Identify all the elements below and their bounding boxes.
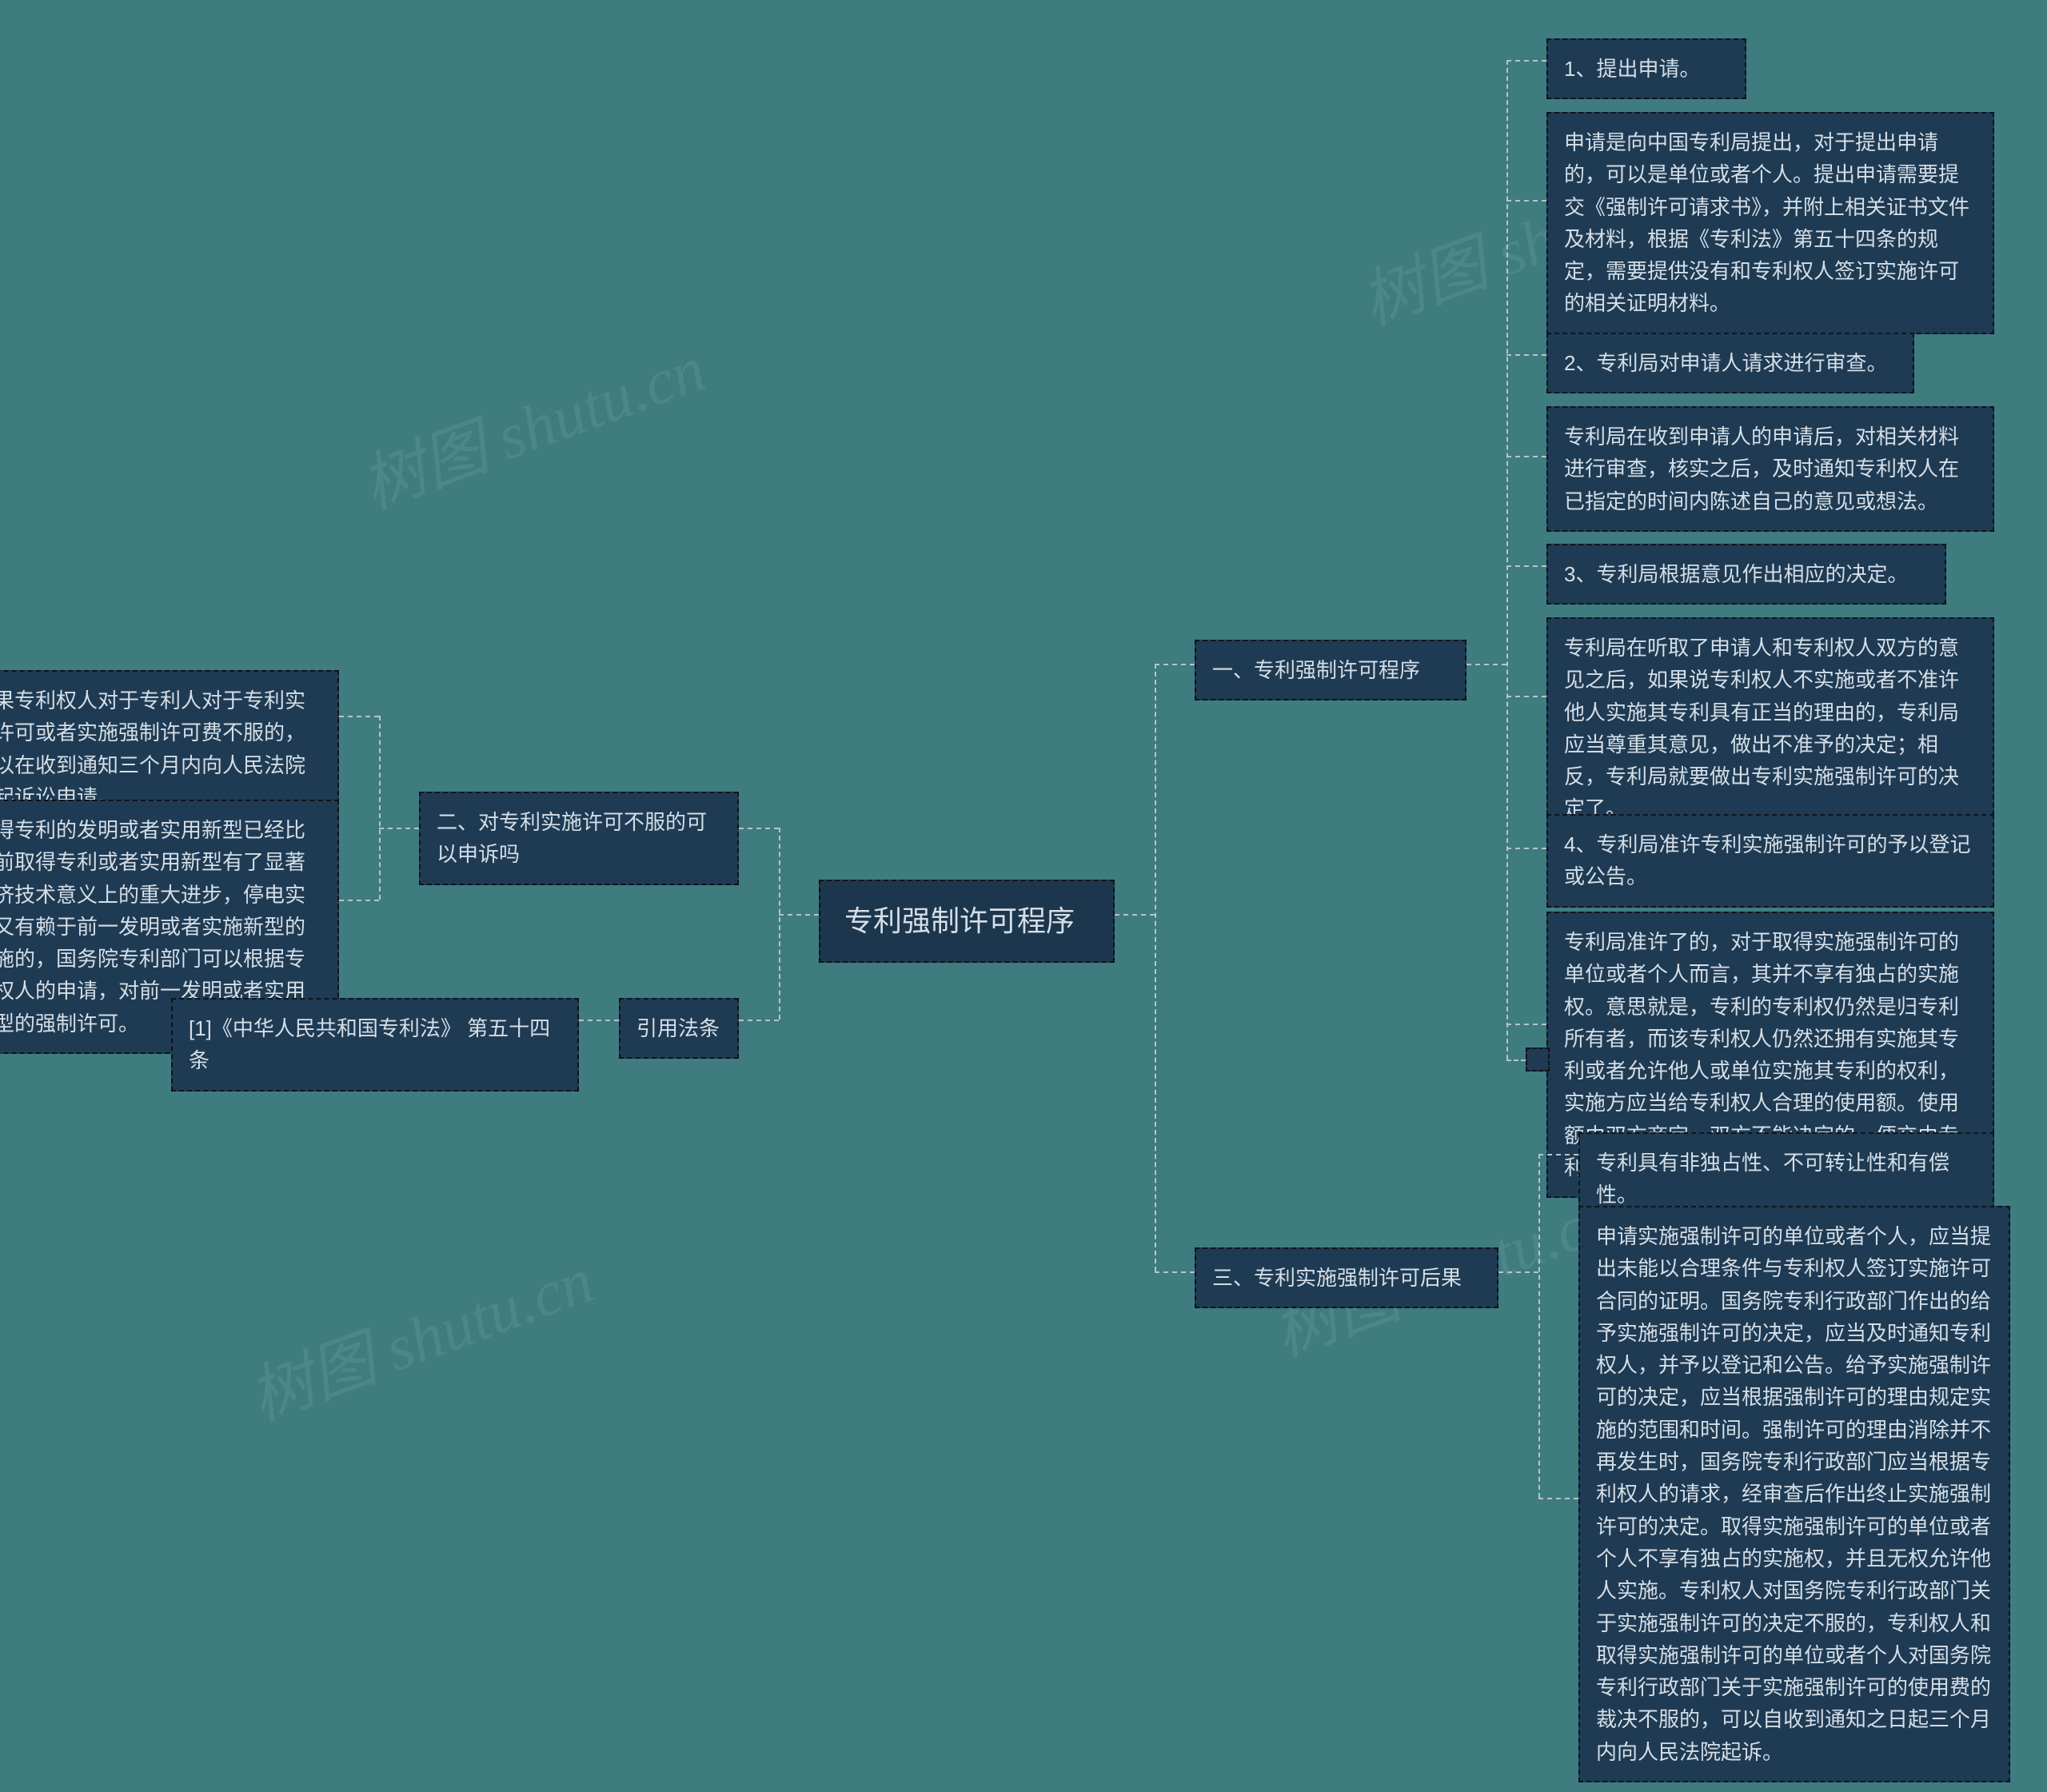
conn — [1466, 664, 1506, 665]
branch4-title: 引用法条 — [619, 998, 739, 1059]
conn — [379, 828, 419, 829]
b4-n1: [1]《中华人民共和国专利法》 第五十四条 — [171, 998, 579, 1092]
branch3-title: 三、专利实施强制许可后果 — [1195, 1247, 1498, 1308]
conn — [339, 716, 379, 717]
watermark: 树图 shutu.cn — [347, 317, 716, 528]
conn — [739, 1020, 779, 1021]
conn — [1538, 1154, 1578, 1155]
conn — [1155, 664, 1156, 1271]
watermark: 树图 shutu.cn — [235, 1229, 604, 1439]
conn — [1538, 1498, 1578, 1499]
conn — [1506, 565, 1546, 567]
conn — [779, 914, 819, 916]
conn — [779, 828, 780, 1020]
conn — [1498, 1271, 1538, 1273]
conn — [1538, 1154, 1540, 1498]
b1-stub — [1526, 1048, 1550, 1072]
b1-n3-detail: 专利局在听取了申请人和专利权人双方的意见之后，如果说专利权人不实施或者不准许他人… — [1546, 617, 1994, 840]
conn — [1506, 354, 1546, 356]
conn — [379, 716, 381, 900]
b1-n4: 4、专利局准许专利实施强制许可的予以登记或公告。 — [1546, 814, 1994, 908]
conn — [1506, 60, 1546, 62]
conn — [1506, 60, 1508, 1060]
b1-n3: 3、专利局根据意见作出相应的决定。 — [1546, 544, 1946, 605]
conn — [1506, 1060, 1526, 1061]
branch2-title: 二、对专利实施许可不服的可以申诉吗 — [419, 792, 739, 885]
b1-n2-detail: 专利局在收到申请人的申请后，对相关材料进行审查，核实之后，及时通知专利权人在已指… — [1546, 406, 1994, 532]
conn — [1115, 914, 1155, 916]
conn — [1155, 1271, 1195, 1273]
conn — [579, 1020, 619, 1021]
root-node: 专利强制许可程序 — [819, 880, 1115, 963]
conn — [1506, 200, 1546, 202]
conn — [1506, 1024, 1546, 1025]
b1-n2: 2、专利局对申请人请求进行审查。 — [1546, 333, 1914, 393]
b1-n1-detail: 申请是向中国专利局提出，对于提出申请的，可以是单位或者个人。提出申请需要提交《强… — [1546, 112, 1994, 334]
conn — [1506, 848, 1546, 849]
conn — [339, 900, 379, 901]
conn — [1506, 456, 1546, 457]
conn — [739, 828, 779, 829]
branch1-title: 一、专利强制许可程序 — [1195, 640, 1466, 700]
b3-n2: 申请实施强制许可的单位或者个人，应当提出未能以合理条件与专利权人签订实施许可合同… — [1578, 1206, 2010, 1782]
conn — [1155, 664, 1195, 665]
b1-n1: 1、提出申请。 — [1546, 38, 1746, 99]
conn — [1506, 696, 1546, 697]
